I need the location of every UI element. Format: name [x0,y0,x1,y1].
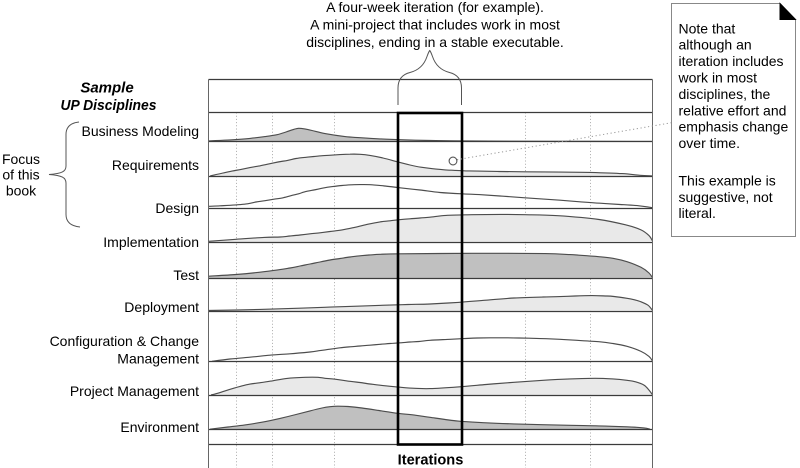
svg-text:over time.: over time. [679,135,740,151]
svg-text:A four-week iteration (for exa: A four-week iteration (for example). [326,0,544,15]
svg-text:Design: Design [155,200,199,216]
svg-text:Focus: Focus [2,151,40,167]
svg-text:Note that: Note that [679,20,736,36]
svg-text:work in most: work in most [678,70,758,86]
svg-text:iteration includes: iteration includes [679,53,784,69]
svg-text:This example is: This example is [679,173,776,189]
svg-text:Configuration & Change: Configuration & Change [50,333,200,349]
svg-text:Implementation: Implementation [103,234,199,250]
svg-text:suggestive, not: suggestive, not [679,189,773,205]
svg-text:Sample: Sample [80,80,133,97]
svg-text:of this: of this [2,167,39,183]
svg-text:disciplines, the: disciplines, the [679,86,771,102]
svg-text:relative effort and: relative effort and [679,102,787,118]
svg-text:book: book [6,183,37,199]
svg-text:Business Modeling: Business Modeling [81,123,199,139]
svg-text:UP Disciplines: UP Disciplines [61,97,157,114]
svg-text:Project Management: Project Management [70,383,199,399]
svg-text:A mini-project that includes w: A mini-project that includes work in mos… [310,17,560,33]
svg-text:Deployment: Deployment [124,299,199,315]
svg-text:Management: Management [117,351,199,367]
svg-text:disciplines, ending in a stabl: disciplines, ending in a stable executab… [306,34,564,50]
svg-text:Requirements: Requirements [112,157,199,173]
svg-text:emphasis change: emphasis change [679,119,789,135]
svg-text:Environment: Environment [120,419,199,435]
svg-text:Iterations: Iterations [398,453,464,468]
svg-text:although an: although an [679,37,752,53]
svg-text:literal.: literal. [679,205,716,221]
svg-text:Test: Test [173,267,199,283]
